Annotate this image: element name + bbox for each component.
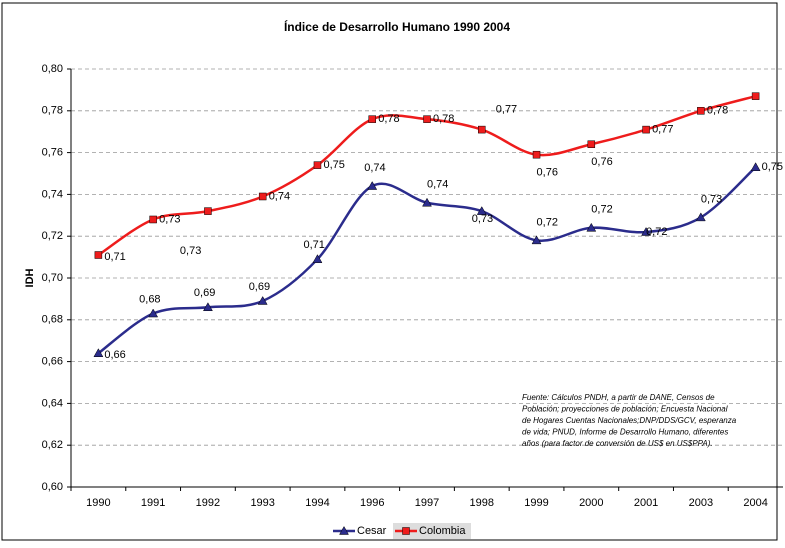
data-label: 0,69 (249, 281, 270, 293)
data-label: 0,74 (364, 162, 385, 174)
data-point (312, 254, 323, 263)
y-tick-label: 0,80 (42, 63, 63, 75)
y-tick-label: 0,78 (42, 105, 63, 117)
y-tick-label: 0,70 (42, 272, 63, 284)
data-label: 0,76 (591, 156, 612, 168)
data-point (642, 125, 650, 134)
data-label: 0,71 (303, 239, 324, 251)
y-tick-label: 0,64 (42, 397, 63, 409)
chart-title: Índice de Desarrollo Humano 1990 2004 (284, 19, 510, 34)
x-tick-label: 2001 (634, 497, 658, 509)
data-label: 0,77 (652, 124, 673, 136)
data-label: 0,75 (323, 159, 344, 171)
data-point (750, 162, 761, 171)
data-label: 0,78 (433, 113, 454, 125)
data-point (313, 161, 322, 169)
data-label: 0,73 (472, 213, 493, 225)
data-point (368, 115, 376, 123)
x-tick-label: 1997 (415, 497, 439, 509)
data-point (339, 525, 349, 535)
data-label: 0,74 (427, 179, 448, 191)
chart-frame (1, 2, 778, 541)
data-point (587, 140, 596, 148)
data-point (94, 251, 103, 259)
data-point (149, 215, 157, 224)
data-label: 0,73 (180, 245, 201, 257)
data-point (402, 527, 410, 535)
data-label: 0,76 (537, 167, 558, 179)
data-label: 0,73 (701, 193, 722, 205)
annotation: Población; proyecciones de población; En… (522, 405, 728, 414)
x-tick-label: 2000 (579, 497, 603, 509)
x-tick-label: 1990 (86, 497, 110, 509)
data-point (422, 197, 432, 207)
data-point (641, 227, 652, 236)
data-label: 0,68 (139, 293, 160, 305)
data-label: 0,72 (591, 204, 612, 216)
y-tick-label: 0,72 (42, 230, 63, 242)
legend-highlight (393, 523, 471, 539)
annotation: años (para factor de conversión de US$ e… (522, 439, 713, 448)
legend-label: Colombia (419, 525, 466, 537)
x-tick-label: 1993 (250, 497, 274, 509)
data-point (257, 295, 268, 305)
data-point (586, 222, 597, 232)
y-tick-label: 0,60 (42, 481, 63, 493)
data-label: 0,71 (104, 251, 125, 263)
data-label: 0,77 (496, 104, 517, 116)
data-point (531, 235, 542, 245)
data-point (148, 308, 159, 318)
x-tick-label: 2003 (689, 497, 713, 509)
data-label: 0,74 (269, 190, 290, 202)
y-tick-label: 0,74 (42, 188, 63, 200)
legend-label: Cesar (357, 525, 387, 537)
data-point (697, 107, 705, 115)
data-point (202, 302, 213, 312)
data-label: 0,78 (378, 113, 399, 125)
y-tick-label: 0,76 (42, 147, 63, 159)
data-label: 0,72 (537, 216, 558, 228)
data-point (532, 150, 541, 159)
y-tick-label: 0,62 (42, 439, 63, 451)
annotation: Fuente: Cálculos PNDH, a partir de DANE,… (522, 393, 715, 402)
x-tick-label: 1994 (305, 497, 329, 509)
data-point (204, 207, 212, 215)
data-point (423, 115, 431, 123)
data-label: 0,73 (159, 213, 180, 225)
data-point (93, 348, 104, 357)
x-tick-label: 1998 (470, 497, 494, 509)
data-label: 0,78 (707, 105, 728, 117)
annotation: de vida; PNUD, Informe de Desarrollo Hum… (522, 428, 728, 437)
data-point (695, 212, 706, 222)
x-tick-label: 2004 (743, 497, 767, 509)
data-point (367, 181, 378, 190)
annotation: de Hogares Cuentas Nacionales;DNP/DDS/GC… (522, 416, 737, 425)
data-label: 0,69 (194, 287, 215, 299)
y-axis-label: IDH (24, 268, 36, 287)
data-point (476, 206, 487, 215)
y-tick-label: 0,66 (42, 356, 63, 368)
x-tick-label: 1999 (524, 497, 548, 509)
x-tick-label: 1991 (141, 497, 165, 509)
data-label: 0,72 (646, 226, 667, 238)
data-point (478, 125, 486, 134)
x-tick-label: 1996 (360, 497, 384, 509)
y-tick-label: 0,68 (42, 314, 63, 326)
x-tick-label: 1992 (196, 497, 220, 509)
data-label: 0,75 (762, 161, 783, 173)
data-point (751, 92, 760, 100)
data-label: 0,66 (104, 349, 125, 361)
data-point (258, 192, 267, 201)
